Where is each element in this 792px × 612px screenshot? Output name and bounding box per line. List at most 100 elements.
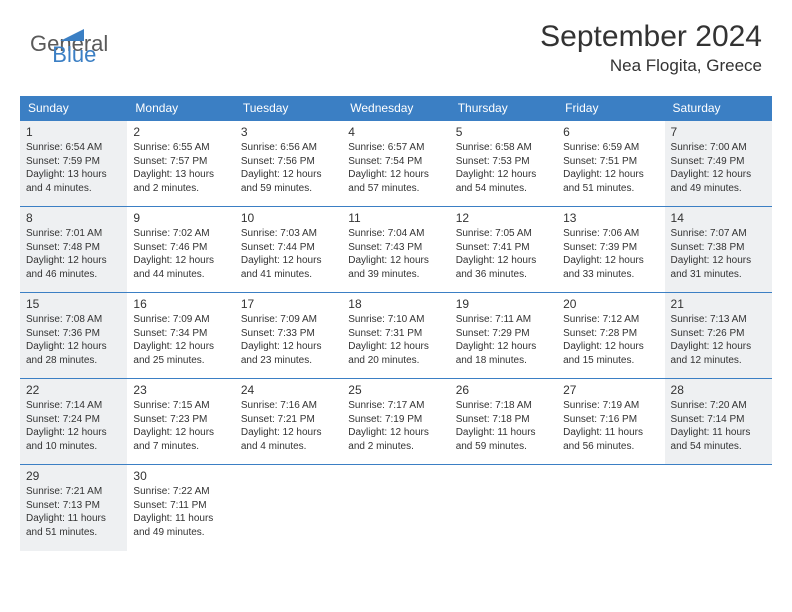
daylight-text: Daylight: 12 hours and 39 minutes.	[348, 254, 443, 281]
day-cell-5: 5Sunrise: 6:58 AMSunset: 7:53 PMDaylight…	[450, 121, 557, 207]
day-number: 2	[133, 125, 228, 139]
sunrise-text: Sunrise: 7:06 AM	[563, 227, 658, 241]
sunset-text: Sunset: 7:36 PM	[26, 327, 121, 341]
day-info: Sunrise: 7:21 AMSunset: 7:13 PMDaylight:…	[26, 485, 121, 539]
sunrise-text: Sunrise: 6:57 AM	[348, 141, 443, 155]
sunrise-text: Sunrise: 7:10 AM	[348, 313, 443, 327]
day-number: 11	[348, 211, 443, 225]
week-row: 29Sunrise: 7:21 AMSunset: 7:13 PMDayligh…	[20, 465, 772, 551]
sunset-text: Sunset: 7:33 PM	[241, 327, 336, 341]
sunset-text: Sunset: 7:56 PM	[241, 155, 336, 169]
daylight-text: Daylight: 12 hours and 44 minutes.	[133, 254, 228, 281]
logo: General Blue	[30, 20, 84, 68]
day-info: Sunrise: 7:10 AMSunset: 7:31 PMDaylight:…	[348, 313, 443, 367]
day-info: Sunrise: 7:04 AMSunset: 7:43 PMDaylight:…	[348, 227, 443, 281]
daylight-text: Daylight: 12 hours and 51 minutes.	[563, 168, 658, 195]
day-info: Sunrise: 7:15 AMSunset: 7:23 PMDaylight:…	[133, 399, 228, 453]
day-cell-14: 14Sunrise: 7:07 AMSunset: 7:38 PMDayligh…	[665, 207, 772, 293]
sunset-text: Sunset: 7:59 PM	[26, 155, 121, 169]
daylight-text: Daylight: 12 hours and 10 minutes.	[26, 426, 121, 453]
sunrise-text: Sunrise: 7:12 AM	[563, 313, 658, 327]
day-number: 3	[241, 125, 336, 139]
day-number: 24	[241, 383, 336, 397]
sunrise-text: Sunrise: 7:02 AM	[133, 227, 228, 241]
calendar-body: 1Sunrise: 6:54 AMSunset: 7:59 PMDaylight…	[20, 121, 772, 551]
daylight-text: Daylight: 11 hours and 51 minutes.	[26, 512, 121, 539]
sunrise-text: Sunrise: 7:17 AM	[348, 399, 443, 413]
sunrise-text: Sunrise: 7:21 AM	[26, 485, 121, 499]
day-info: Sunrise: 6:59 AMSunset: 7:51 PMDaylight:…	[563, 141, 658, 195]
day-info: Sunrise: 7:16 AMSunset: 7:21 PMDaylight:…	[241, 399, 336, 453]
sunset-text: Sunset: 7:44 PM	[241, 241, 336, 255]
day-number: 26	[456, 383, 551, 397]
day-info: Sunrise: 7:02 AMSunset: 7:46 PMDaylight:…	[133, 227, 228, 281]
sunrise-text: Sunrise: 6:59 AM	[563, 141, 658, 155]
day-number: 7	[671, 125, 766, 139]
day-info: Sunrise: 7:13 AMSunset: 7:26 PMDaylight:…	[671, 313, 766, 367]
sunrise-text: Sunrise: 7:04 AM	[348, 227, 443, 241]
day-number: 8	[26, 211, 121, 225]
day-info: Sunrise: 7:06 AMSunset: 7:39 PMDaylight:…	[563, 227, 658, 281]
sunrise-text: Sunrise: 7:08 AM	[26, 313, 121, 327]
day-number: 22	[26, 383, 121, 397]
daylight-text: Daylight: 12 hours and 49 minutes.	[671, 168, 766, 195]
day-cell-2: 2 Sunrise: 6:55 AMSunset: 7:57 PMDaylight…	[127, 121, 234, 207]
sunrise-text: Sunrise: 7:18 AM	[456, 399, 551, 413]
sunset-text: Sunset: 7:39 PM	[563, 241, 658, 255]
day-info: Sunrise: 7:01 AMSunset: 7:48 PMDaylight:…	[26, 227, 121, 281]
daylight-text: Daylight: 12 hours and 28 minutes.	[26, 340, 121, 367]
daylight-text: Daylight: 12 hours and 33 minutes.	[563, 254, 658, 281]
daylight-text: Daylight: 12 hours and 7 minutes.	[133, 426, 228, 453]
day-number: 9	[133, 211, 228, 225]
week-row: 8 Sunrise: 7:01 AMSunset: 7:48 PMDaylight…	[20, 207, 772, 293]
day-info: Sunrise: 6:55 AMSunset: 7:57 PMDaylight:…	[133, 141, 228, 195]
day-info: Sunrise: 7:17 AMSunset: 7:19 PMDaylight:…	[348, 399, 443, 453]
day-cell-10: 10Sunrise: 7:03 AMSunset: 7:44 PMDayligh…	[235, 207, 342, 293]
day-cell-12: 12Sunrise: 7:05 AMSunset: 7:41 PMDayligh…	[450, 207, 557, 293]
sunrise-text: Sunrise: 7:01 AM	[26, 227, 121, 241]
day-info: Sunrise: 7:11 AMSunset: 7:29 PMDaylight:…	[456, 313, 551, 367]
day-cell-15: 15 Sunrise: 7:08 AMSunset: 7:36 PMDayligh…	[20, 293, 127, 379]
day-header-wednesday: Wednesday	[342, 96, 449, 121]
empty-cell	[342, 465, 449, 551]
calendar-table: SundayMondayTuesdayWednesdayThursdayFrid…	[20, 96, 772, 551]
daylight-text: Daylight: 13 hours and 2 minutes.	[133, 168, 228, 195]
sunrise-text: Sunrise: 6:58 AM	[456, 141, 551, 155]
daylight-text: Daylight: 12 hours and 31 minutes.	[671, 254, 766, 281]
day-info: Sunrise: 6:57 AMSunset: 7:54 PMDaylight:…	[348, 141, 443, 195]
daylight-text: Daylight: 12 hours and 36 minutes.	[456, 254, 551, 281]
day-cell-30: 30Sunrise: 7:22 AMSunset: 7:11 PMDayligh…	[127, 465, 234, 551]
month-title: September 2024	[540, 20, 762, 54]
day-info: Sunrise: 7:00 AMSunset: 7:49 PMDaylight:…	[671, 141, 766, 195]
daylight-text: Daylight: 12 hours and 41 minutes.	[241, 254, 336, 281]
day-number: 27	[563, 383, 658, 397]
sunset-text: Sunset: 7:11 PM	[133, 499, 228, 513]
day-cell-6: 6 Sunrise: 6:59 AMSunset: 7:51 PMDaylight…	[557, 121, 664, 207]
logo-right: Blue	[52, 42, 96, 68]
sunset-text: Sunset: 7:53 PM	[456, 155, 551, 169]
sunrise-text: Sunrise: 7:13 AM	[671, 313, 766, 327]
day-cell-17: 17Sunrise: 7:09 AMSunset: 7:33 PMDayligh…	[235, 293, 342, 379]
day-cell-23: 23Sunrise: 7:15 AMSunset: 7:23 PMDayligh…	[127, 379, 234, 465]
day-cell-16: 16Sunrise: 7:09 AMSunset: 7:34 PMDayligh…	[127, 293, 234, 379]
day-number: 15	[26, 297, 121, 311]
sunset-text: Sunset: 7:28 PM	[563, 327, 658, 341]
day-number: 6	[563, 125, 658, 139]
day-info: Sunrise: 7:20 AMSunset: 7:14 PMDaylight:…	[671, 399, 766, 453]
daylight-text: Daylight: 11 hours and 49 minutes.	[133, 512, 228, 539]
day-number: 30	[133, 469, 228, 483]
empty-cell	[557, 465, 664, 551]
day-cell-25: 25Sunrise: 7:17 AMSunset: 7:19 PMDayligh…	[342, 379, 449, 465]
daylight-text: Daylight: 12 hours and 20 minutes.	[348, 340, 443, 367]
sunset-text: Sunset: 7:21 PM	[241, 413, 336, 427]
empty-cell	[450, 465, 557, 551]
day-cell-26: 26Sunrise: 7:18 AMSunset: 7:18 PMDayligh…	[450, 379, 557, 465]
day-cell-11: 11 Sunrise: 7:04 AMSunset: 7:43 PMDayligh…	[342, 207, 449, 293]
day-cell-28: 28Sunrise: 7:20 AMSunset: 7:14 PMDayligh…	[665, 379, 772, 465]
day-info: Sunrise: 7:09 AMSunset: 7:34 PMDaylight:…	[133, 313, 228, 367]
daylight-text: Daylight: 13 hours and 4 minutes.	[26, 168, 121, 195]
day-info: Sunrise: 7:12 AMSunset: 7:28 PMDaylight:…	[563, 313, 658, 367]
day-cell-7: 7 Sunrise: 7:00 AMSunset: 7:49 PMDaylight…	[665, 121, 772, 207]
sunset-text: Sunset: 7:31 PM	[348, 327, 443, 341]
day-number: 1	[26, 125, 121, 139]
